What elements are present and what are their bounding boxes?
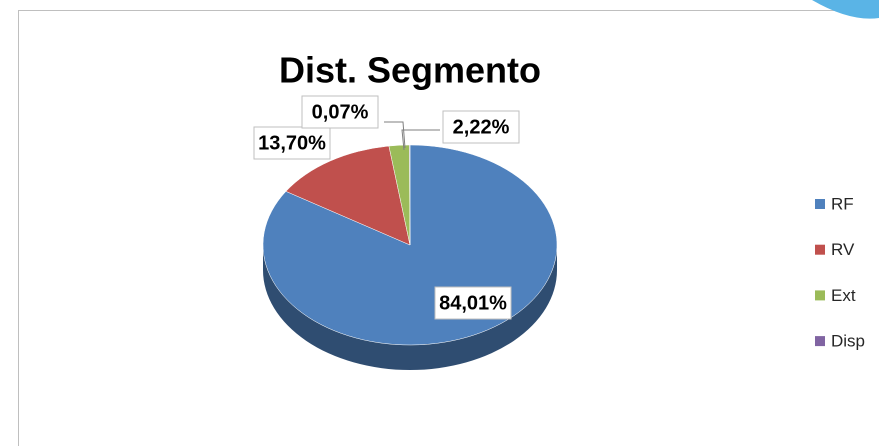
data-label: 13,70%	[258, 132, 326, 154]
leader-line	[384, 121, 406, 149]
data-label-box	[253, 126, 331, 160]
legend-label: RF	[831, 194, 854, 213]
data-label: 0,07%	[312, 101, 369, 123]
legend-swatch	[815, 290, 825, 301]
legend-label: RV	[831, 240, 855, 259]
legend-label: Disp	[831, 332, 865, 351]
data-label: 84,01%	[439, 292, 507, 314]
data-label-box	[442, 110, 520, 144]
legend-swatch	[815, 199, 825, 209]
data-label: 2,22%	[453, 116, 510, 138]
corner-decoration	[812, 0, 879, 19]
data-label-box	[301, 95, 379, 129]
legend-swatch	[815, 244, 825, 255]
legend-label: Ext	[831, 286, 856, 305]
slice	[285, 145, 411, 246]
slice-side	[263, 245, 557, 370]
slice	[409, 144, 411, 246]
chart-title: Dist. Segmento	[279, 50, 541, 91]
data-label-box	[434, 286, 512, 320]
leader-line	[401, 129, 440, 151]
legend-swatch	[815, 336, 825, 347]
